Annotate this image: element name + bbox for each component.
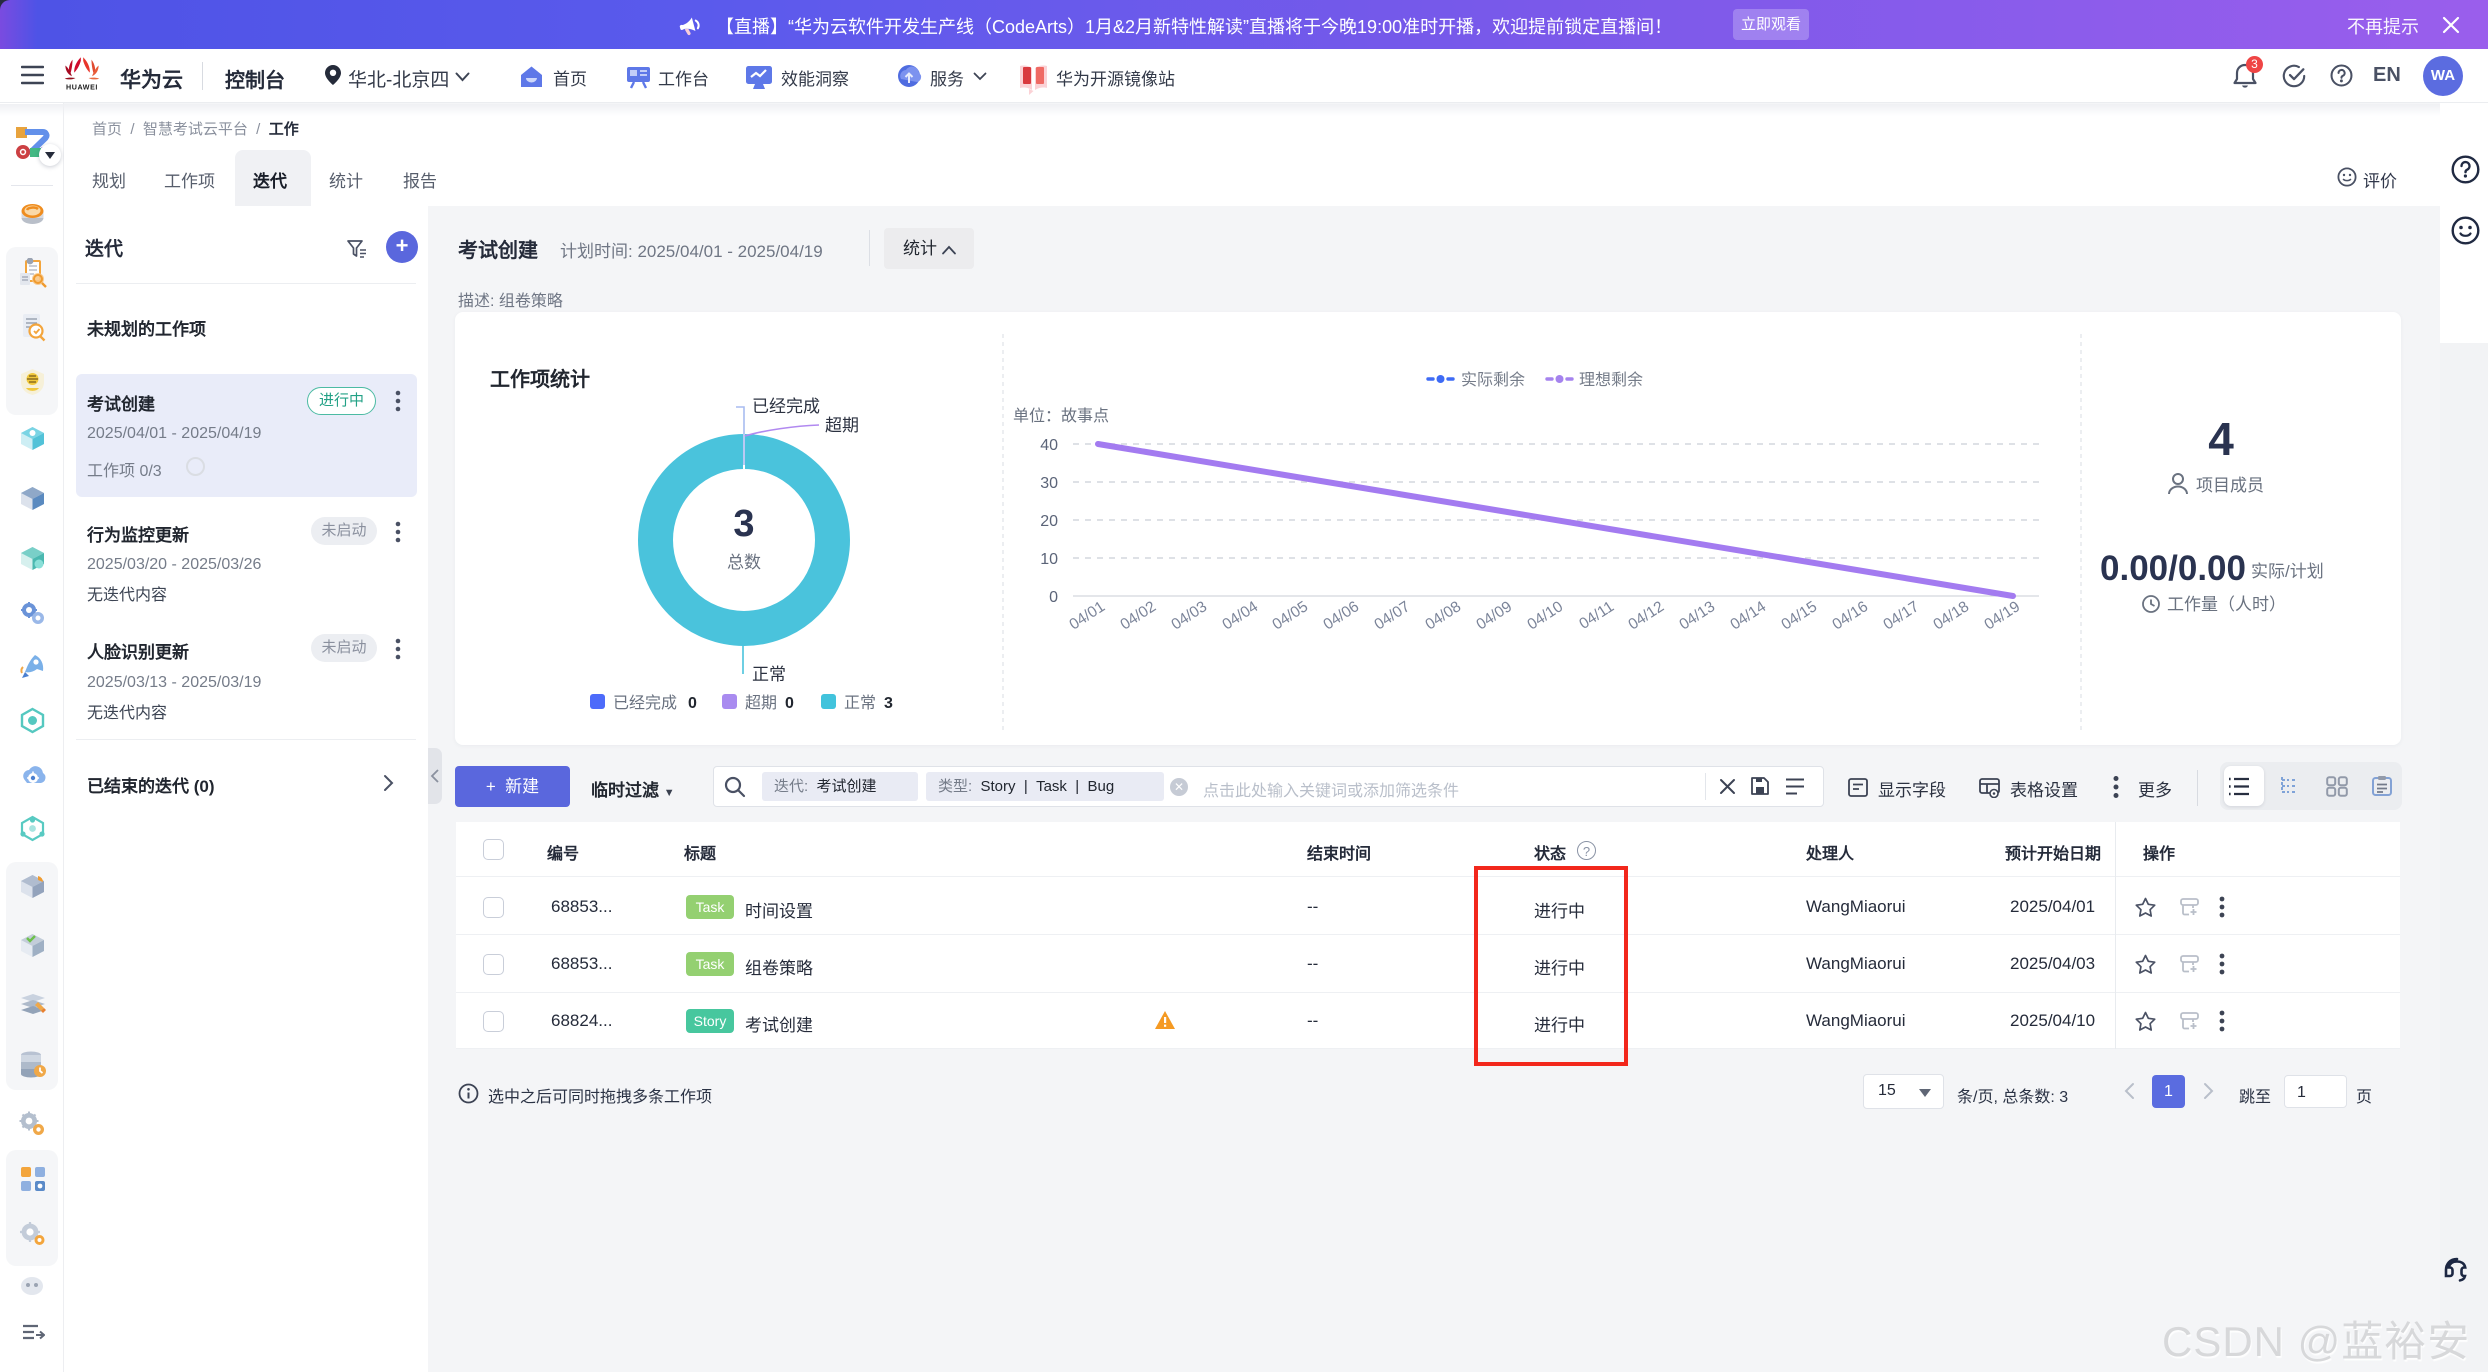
svg-text:已经完成: 已经完成: [613, 694, 677, 712]
svg-text:04/16: 04/16: [1829, 598, 1871, 633]
svg-text:0: 0: [785, 695, 794, 712]
svg-text:理想剩余: 理想剩余: [1579, 370, 1643, 389]
svg-text:04/05: 04/05: [1269, 598, 1311, 633]
svg-text:0: 0: [1049, 589, 1058, 606]
svg-text:04/18: 04/18: [1930, 598, 1972, 633]
svg-text:3: 3: [884, 695, 893, 712]
svg-text:04/19: 04/19: [1981, 598, 2023, 633]
svg-text:04/03: 04/03: [1168, 598, 1210, 633]
svg-text:04/01: 04/01: [1066, 598, 1108, 633]
svg-text:04/13: 04/13: [1676, 598, 1718, 633]
svg-text:04/02: 04/02: [1117, 598, 1159, 633]
svg-text:正常: 正常: [752, 665, 786, 684]
svg-text:04/11: 04/11: [1576, 598, 1617, 633]
svg-text:实际剩余: 实际剩余: [1461, 370, 1525, 389]
svg-text:04/09: 04/09: [1473, 598, 1515, 633]
svg-text:4: 4: [2208, 413, 2234, 465]
svg-text:30: 30: [1040, 475, 1058, 492]
svg-text:04/08: 04/08: [1422, 598, 1464, 633]
svg-text:04/07: 04/07: [1371, 598, 1413, 633]
svg-text:04/15: 04/15: [1778, 598, 1820, 633]
svg-text:04/12: 04/12: [1625, 598, 1667, 633]
svg-text:20: 20: [1040, 513, 1058, 530]
svg-text:0.00/0.00: 0.00/0.00: [2100, 549, 2246, 588]
svg-text:项目成员: 项目成员: [2196, 476, 2264, 495]
svg-text:04/10: 04/10: [1524, 598, 1566, 634]
svg-text:HUAWEI: HUAWEI: [66, 83, 98, 91]
svg-text:正常: 正常: [844, 694, 876, 712]
svg-text:总数: 总数: [727, 553, 761, 572]
svg-text:04/17: 04/17: [1880, 598, 1922, 633]
svg-text:04/06: 04/06: [1320, 598, 1362, 633]
svg-text:40: 40: [1040, 437, 1058, 454]
svg-text:超期: 超期: [825, 416, 859, 435]
svg-text:超期: 超期: [745, 694, 777, 712]
svg-text:已经完成: 已经完成: [752, 397, 820, 416]
svg-text:3: 3: [733, 503, 754, 545]
svg-text:0: 0: [688, 695, 697, 712]
svg-text:04/04: 04/04: [1219, 598, 1261, 634]
svg-text:单位：故事点: 单位：故事点: [1013, 407, 1109, 425]
svg-text:工作项统计: 工作项统计: [490, 367, 590, 391]
svg-text:工作量（人时）: 工作量（人时）: [2167, 595, 2286, 614]
svg-text:04/14: 04/14: [1727, 598, 1769, 634]
svg-text:实际/计划: 实际/计划: [2251, 562, 2324, 581]
svg-text:10: 10: [1040, 551, 1058, 568]
